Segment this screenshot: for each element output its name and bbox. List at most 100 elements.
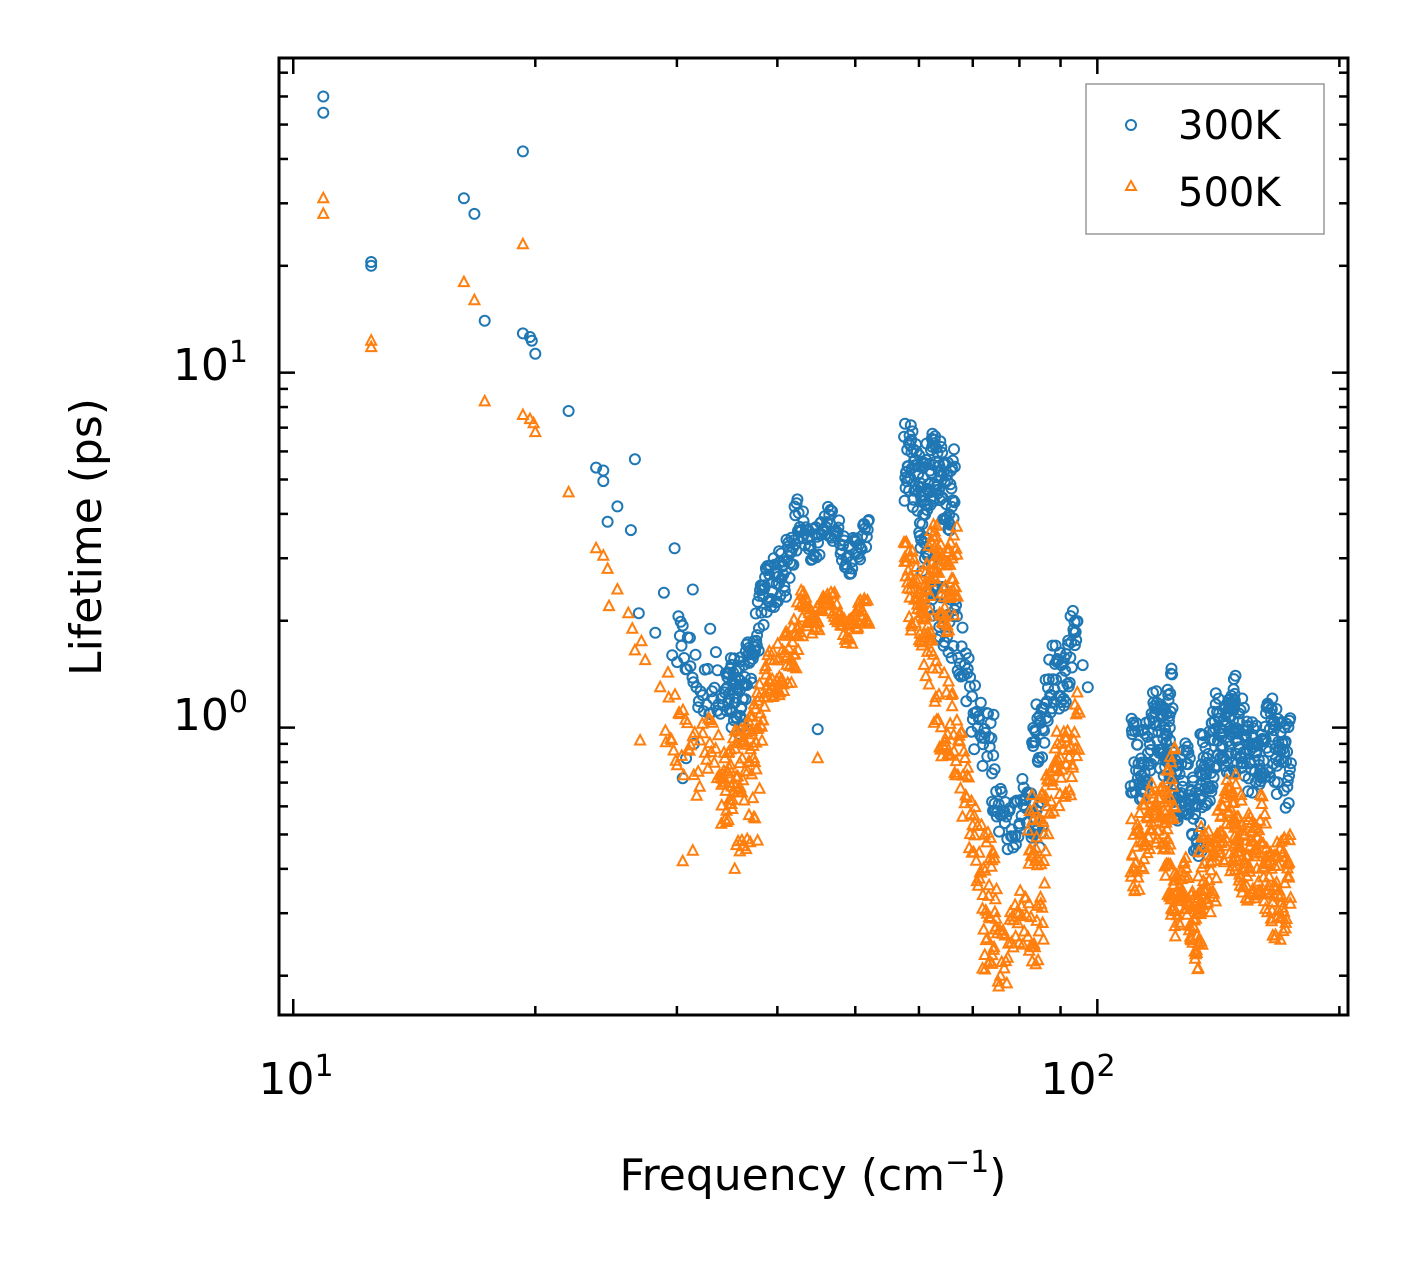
data-point-300K <box>1165 662 1178 675</box>
data-point-300K <box>1029 725 1042 738</box>
data-point-500K <box>589 540 603 554</box>
data-point-300K <box>826 505 838 517</box>
data-point-500K <box>1059 756 1073 770</box>
data-point-300K <box>1261 764 1274 777</box>
data-point-500K <box>1072 704 1087 718</box>
data-point-500K <box>943 535 958 548</box>
data-point-500K <box>950 519 964 532</box>
data-point-500K <box>1191 868 1205 882</box>
data-point-300K <box>468 207 481 220</box>
data-point-500K <box>1255 796 1269 809</box>
data-point-300K <box>948 496 961 509</box>
legend: 300K 500K <box>1085 83 1325 235</box>
data-point-500K <box>1231 809 1246 823</box>
data-point-300K <box>1282 797 1295 810</box>
data-point-500K <box>1216 798 1230 812</box>
data-point-300K <box>1070 634 1083 647</box>
data-point-300K <box>1158 721 1171 734</box>
data-point-500K <box>967 827 982 841</box>
data-point-500K <box>961 769 976 783</box>
data-point-300K <box>1284 757 1297 770</box>
data-point-500K <box>725 792 740 805</box>
data-point-500K <box>799 590 813 603</box>
data-point-500K <box>1277 904 1291 917</box>
data-point-500K <box>917 657 931 670</box>
data-point-500K <box>457 274 471 288</box>
data-point-500K <box>1031 952 1045 966</box>
data-point-300K <box>799 539 811 552</box>
data-point-500K <box>1000 975 1014 989</box>
data-point-300K <box>998 817 1011 830</box>
data-point-500K <box>934 719 948 733</box>
data-point-300K <box>1132 724 1145 737</box>
data-point-500K <box>610 581 625 595</box>
data-point-500K <box>1072 742 1086 755</box>
major-ticks <box>279 58 1348 1015</box>
data-point-500K <box>561 484 576 498</box>
data-point-500K <box>1259 815 1273 829</box>
data-point-500K <box>677 767 691 781</box>
data-point-500K <box>748 701 763 715</box>
data-point-500K <box>1168 799 1182 813</box>
data-point-300K <box>751 629 764 642</box>
data-point-500K <box>1033 889 1048 903</box>
data-point-500K <box>666 742 681 756</box>
data-point-500K <box>950 712 964 726</box>
data-point-500K <box>1036 931 1051 945</box>
data-point-500K <box>1024 909 1038 923</box>
data-point-500K <box>998 927 1012 941</box>
data-point-500K <box>795 628 810 642</box>
data-point-500K <box>927 715 941 728</box>
data-point-500K <box>1045 773 1059 786</box>
data-point-500K <box>1021 929 1035 942</box>
data-point-500K <box>916 611 931 625</box>
data-point-500K <box>986 845 1001 859</box>
data-point-500K <box>937 665 951 679</box>
data-point-300K <box>704 622 717 635</box>
data-point-500K <box>1190 893 1204 906</box>
data-point-300K <box>945 651 958 664</box>
data-point-300K <box>1181 758 1194 771</box>
data-point-500K <box>746 790 760 804</box>
data-point-300K <box>1247 722 1260 735</box>
data-point-500K <box>1053 750 1068 763</box>
data-point-300K <box>976 759 989 772</box>
data-point-300K <box>649 626 662 639</box>
data-point-500K <box>754 719 769 732</box>
data-point-300K <box>1150 685 1163 698</box>
data-point-300K <box>1013 817 1026 830</box>
data-point-500K <box>709 741 723 754</box>
data-point-300K <box>1038 736 1051 749</box>
data-point-500K <box>1063 739 1077 752</box>
data-point-500K <box>945 698 959 712</box>
data-point-500K <box>1168 740 1182 753</box>
data-point-500K <box>940 726 955 740</box>
data-point-500K <box>929 529 943 542</box>
data-point-500K <box>625 621 639 634</box>
data-point-300K <box>1131 738 1144 751</box>
data-point-300K <box>832 521 845 534</box>
data-point-300K <box>811 723 824 736</box>
data-point-500K <box>1027 801 1041 814</box>
data-point-500K <box>1151 822 1165 836</box>
data-point-300K <box>1283 763 1296 776</box>
data-point-500K <box>690 788 704 801</box>
data-point-500K <box>693 779 707 792</box>
data-point-500K <box>1213 824 1227 838</box>
data-point-500K <box>1022 895 1036 909</box>
data-point-300K <box>317 90 330 103</box>
data-point-500K <box>756 712 770 726</box>
data-point-500K <box>1226 784 1240 797</box>
data-point-500K <box>661 664 675 678</box>
data-point-500K <box>1252 822 1266 836</box>
data-point-500K <box>950 546 964 560</box>
data-point-500K <box>1038 843 1053 857</box>
data-point-500K <box>737 792 751 806</box>
data-point-300K <box>1250 719 1263 732</box>
data-point-500K <box>1051 752 1065 765</box>
data-point-300K <box>720 704 733 717</box>
data-point-500K <box>1166 902 1180 915</box>
data-point-500K <box>1282 869 1296 883</box>
data-point-300K <box>683 631 696 644</box>
